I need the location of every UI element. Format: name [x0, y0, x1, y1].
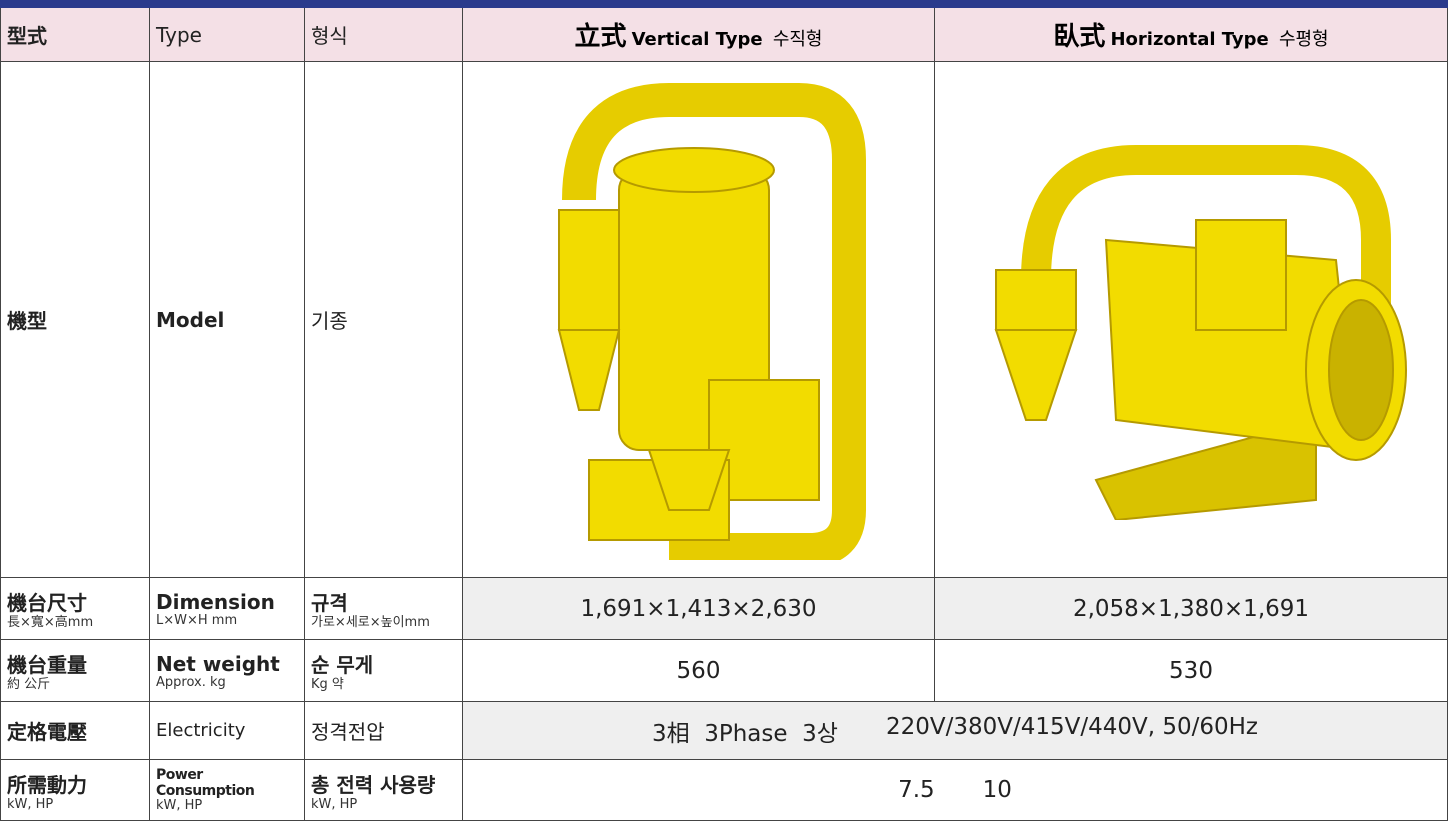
label-zh: 機型: [7, 309, 47, 333]
label-zh-sub: kW, HP: [7, 796, 54, 812]
label-cell: 정격전압: [305, 702, 463, 760]
header-cell: 立式 Vertical Type 수직형: [463, 8, 935, 62]
label-en-sub: kW, HP: [156, 798, 203, 813]
label-cell: Electricity: [150, 702, 305, 760]
label-ko-sub: 가로×세로×높이mm: [311, 615, 430, 630]
label-en: Net weight: [156, 651, 280, 676]
header-cell: 형식: [305, 8, 463, 62]
label-zh: 定格電壓: [7, 720, 87, 744]
horizontal-ko: 수평형: [1278, 29, 1329, 50]
label-zh: 機台重量: [7, 653, 87, 677]
top-bar: [0, 0, 1448, 8]
header-zh: 型式: [7, 24, 47, 48]
horizontal-value: 2,058×1,380×1,691: [1072, 595, 1310, 622]
label-cell: 기종: [305, 62, 463, 578]
header-cell: Type: [150, 8, 305, 62]
header-ko: 형식: [311, 24, 348, 48]
label-cell: Net weight Approx. kg: [150, 640, 305, 702]
horizontal-value: 530: [1169, 657, 1213, 684]
label-ko: 정격전압: [311, 720, 385, 744]
hp-value: 10: [982, 777, 1012, 803]
header-en: Type: [156, 22, 202, 47]
label-cell: 순 무게 Kg 약: [305, 640, 463, 702]
horizontal-en: Horizontal Type: [1110, 29, 1269, 50]
label-en: Dimension: [156, 589, 275, 614]
label-zh-sub: 長×寬×高mm: [7, 615, 94, 630]
label-zh-sub: 約 公斤: [7, 677, 51, 692]
label-cell: 機型: [0, 62, 150, 578]
label-zh: 機台尺寸: [7, 591, 87, 615]
label-cell: 규격 가로×세로×높이mm: [305, 578, 463, 640]
vertical-value: 1,691×1,413×2,630: [580, 595, 817, 622]
vertical-machine: [557, 82, 866, 560]
label-cell: 所需動力 kW, HP: [0, 760, 150, 821]
label-cell: 機台重量約 公斤: [0, 640, 150, 702]
value-line: 3相 3Phase 3상 220V/380V/415V/440V, 50/60Hz: [652, 714, 1258, 748]
phase-value: 3相 3Phase 3상: [651, 720, 838, 747]
vertical-en: Vertical Type: [631, 29, 763, 50]
label-ko: 순 무게: [311, 653, 374, 677]
label-en: Electricity: [156, 720, 246, 741]
label-ko-sub: kW, HP: [311, 796, 358, 812]
label-ko: 총 전력 사용량: [311, 772, 436, 797]
label-en: Power Consumption: [156, 767, 255, 799]
label-en-sub: L×W×H mm: [156, 612, 238, 628]
label-en: Model: [156, 307, 225, 332]
label-cell: 機台尺寸 長×寬×高mm: [0, 578, 150, 640]
label-cell: Model: [150, 62, 305, 578]
horizontal-machine: [994, 144, 1407, 520]
value-cell: 7.5 10: [463, 760, 1448, 821]
kw-value: 7.5: [898, 777, 935, 803]
label-cell: 定格電壓: [0, 702, 150, 760]
horizontal-zh: 臥式: [1053, 22, 1106, 52]
voltage-value: 220V/380V/415V/440V, 50/60Hz: [885, 713, 1259, 740]
image-cell: [935, 62, 1448, 578]
value-cell: 2,058×1,380×1,691: [935, 578, 1448, 640]
vertical-ko: 수직형: [772, 29, 823, 50]
label-ko: 규격: [311, 591, 348, 615]
value-cell: 530: [935, 640, 1448, 702]
vertical-value: 560: [676, 657, 721, 684]
value-line: 7.5 10: [898, 777, 1012, 803]
label-cell: Power Consumption kW, HP: [150, 760, 305, 821]
label-ko-sub: Kg 약: [311, 677, 344, 692]
vertical-zh: 立式: [574, 22, 627, 52]
image-cell: [463, 62, 935, 578]
label-cell: 총 전력 사용량 kW, HP: [305, 760, 463, 821]
value-cell: 560: [463, 640, 935, 702]
value-cell: 3相 3Phase 3상 220V/380V/415V/440V, 50/60Hz: [463, 702, 1448, 760]
header-cell: 型式: [0, 8, 150, 62]
header-cell: 臥式 Horizontal Type 수평형: [935, 8, 1448, 62]
label-ko: 기종: [311, 309, 348, 333]
label-zh: 所需動力: [7, 772, 87, 797]
label-en-sub: Approx. kg: [156, 674, 226, 690]
label-cell: Dimension L×W×H mm: [150, 578, 305, 640]
value-cell: 1,691×1,413×2,630: [463, 578, 935, 640]
